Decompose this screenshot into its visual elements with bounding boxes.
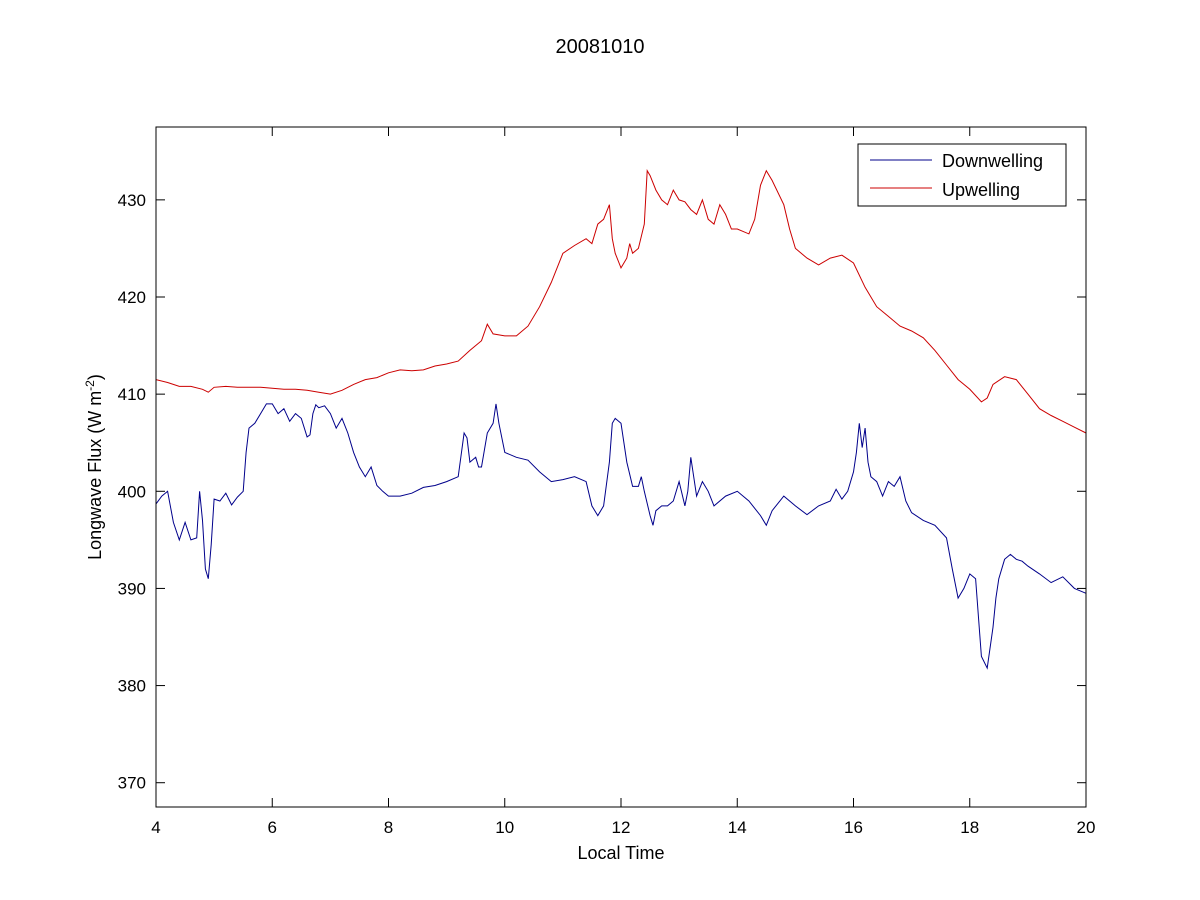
y-tick-label: 380: [118, 677, 146, 696]
legend-label-upwelling: Upwelling: [942, 180, 1020, 200]
y-tick-label: 370: [118, 774, 146, 793]
tick-layer: 4 6 8 10 12 14 16 18 20 370 380 390 400 410 420 430: [118, 127, 1096, 837]
x-axis-label: Local Time: [577, 843, 664, 863]
legend: Downwelling Upwelling: [857, 143, 1067, 207]
y-tick-label: 430: [118, 191, 146, 210]
x-tick-label: 14: [728, 818, 747, 837]
legend-label-downwelling: Downwelling: [942, 151, 1043, 171]
y-tick-label: 420: [118, 288, 146, 307]
legend-box: [857, 143, 1067, 207]
x-tick-label: 18: [960, 818, 979, 837]
y-axis-label: Longwave Flux (W m-2): [83, 374, 105, 560]
x-tick-label: 4: [151, 818, 160, 837]
x-tick-label: 20: [1077, 818, 1096, 837]
y-axis-label-close: ): [85, 374, 105, 380]
series-line-downwelling: [155, 403, 1087, 670]
x-tick-label: 8: [384, 818, 393, 837]
x-tick-label: 16: [844, 818, 863, 837]
plot-area: [155, 126, 1087, 808]
chart-title: 20081010: [556, 36, 645, 58]
series-line-upwelling: [155, 169, 1087, 434]
y-tick-label: 410: [118, 385, 146, 404]
x-tick-label: 12: [612, 818, 631, 837]
x-tick-label: 6: [268, 818, 277, 837]
x-tick-label: 10: [495, 818, 514, 837]
y-axis-label-main: Longwave Flux (W m: [85, 391, 105, 560]
y-axis-label-superscript: -2: [83, 380, 97, 391]
y-tick-label: 390: [118, 579, 146, 598]
y-tick-label: 400: [118, 482, 146, 501]
series-layer: [155, 169, 1087, 670]
